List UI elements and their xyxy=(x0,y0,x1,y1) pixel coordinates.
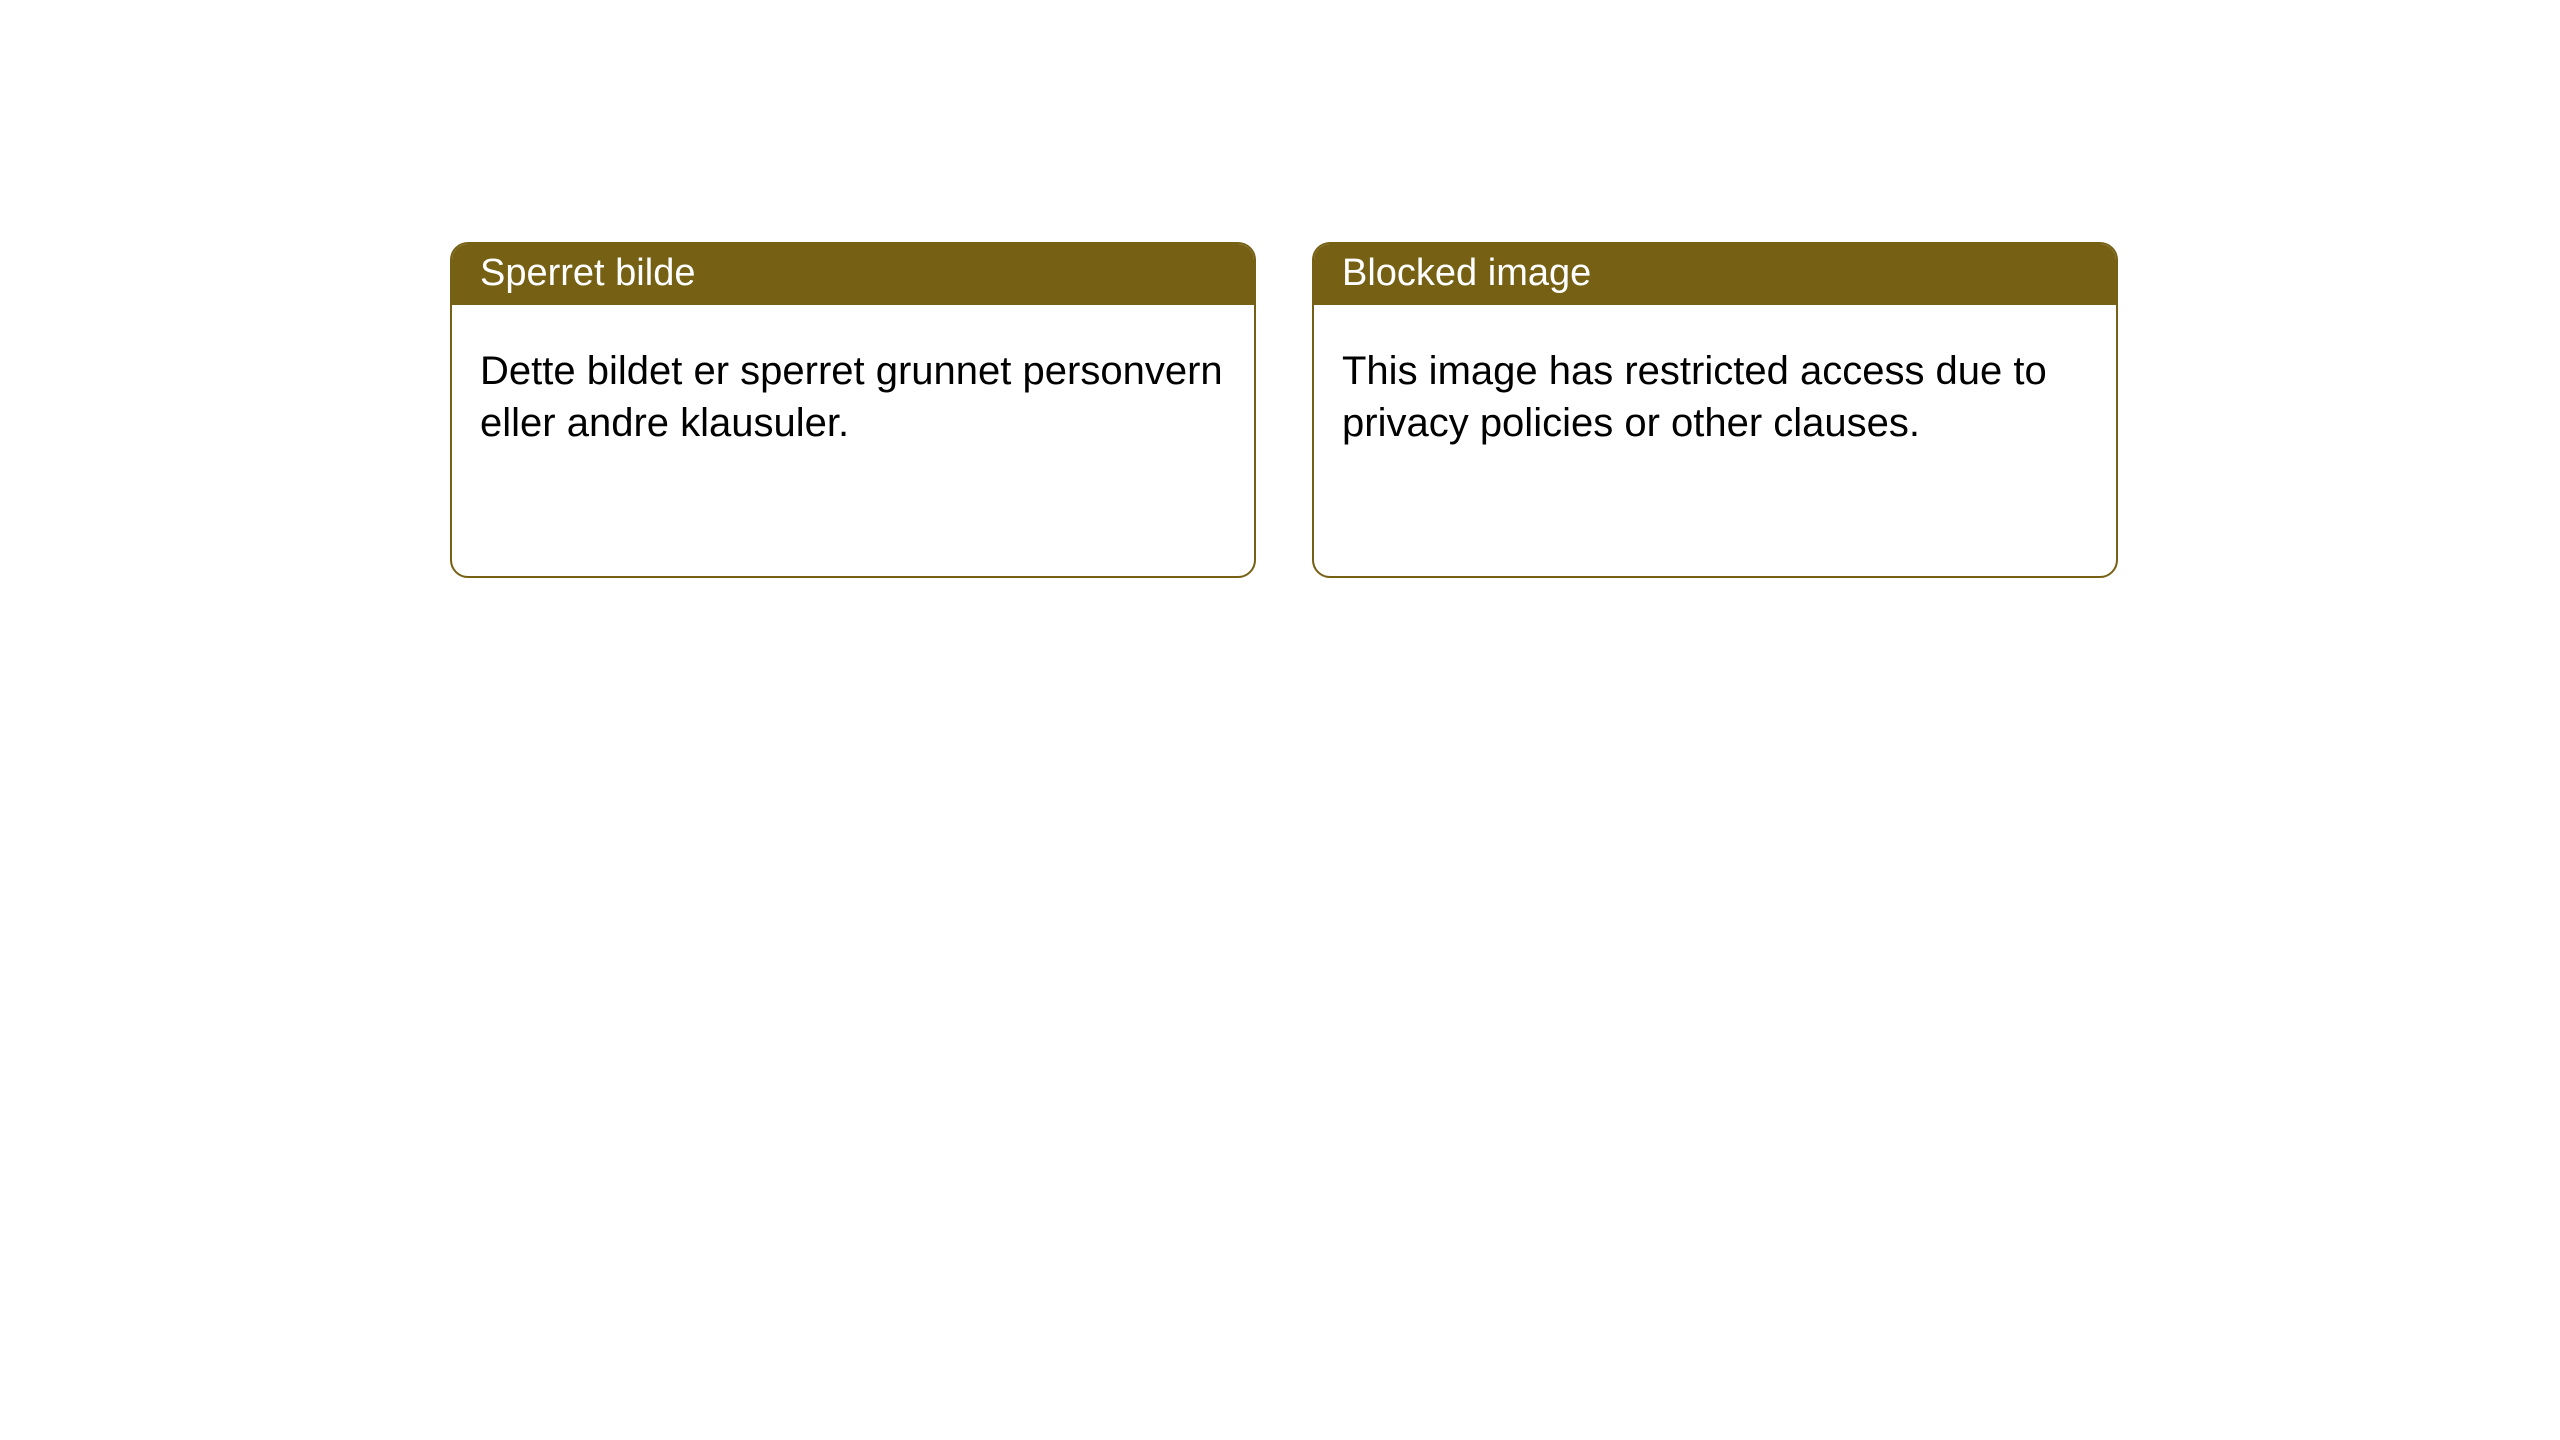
card-body-text: This image has restricted access due to … xyxy=(1342,349,2047,445)
card-header: Blocked image xyxy=(1314,244,2116,305)
card-header: Sperret bilde xyxy=(452,244,1254,305)
card-title: Sperret bilde xyxy=(480,252,695,294)
notice-card-english: Blocked image This image has restricted … xyxy=(1312,242,2118,578)
notice-cards-container: Sperret bilde Dette bildet er sperret gr… xyxy=(0,0,2560,578)
card-body: Dette bildet er sperret grunnet personve… xyxy=(452,305,1254,477)
notice-card-norwegian: Sperret bilde Dette bildet er sperret gr… xyxy=(450,242,1256,578)
card-body-text: Dette bildet er sperret grunnet personve… xyxy=(480,349,1223,445)
card-body: This image has restricted access due to … xyxy=(1314,305,2116,477)
card-title: Blocked image xyxy=(1342,252,1591,294)
